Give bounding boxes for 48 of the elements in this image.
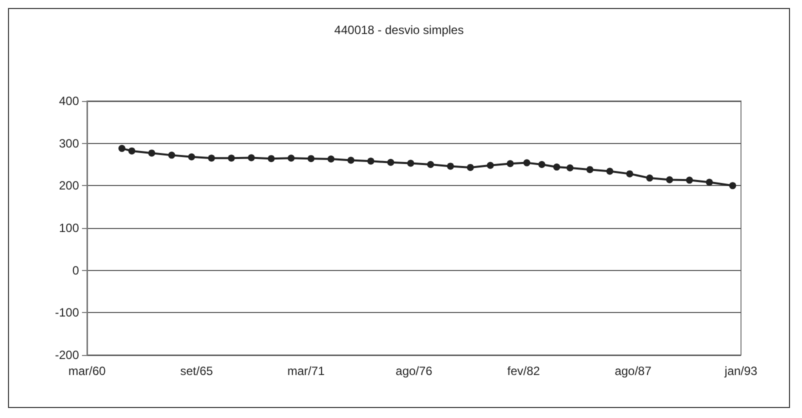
point [248,154,255,162]
point [686,176,693,184]
point [128,147,136,154]
point [347,156,354,164]
point [486,162,494,169]
point [328,156,335,162]
y-tick-label: 100 [58,221,80,235]
y-tick-label: 300 [58,136,80,150]
point [586,166,594,174]
point [446,162,454,170]
y-tick-label: -100 [54,306,80,320]
point [148,150,156,157]
point [566,164,574,172]
point [706,178,713,186]
point [523,159,530,166]
point [553,164,560,171]
chart-title: 440018 - desvio simples [334,23,464,37]
x-tick-label: ago/76 [396,364,433,378]
point [466,164,474,171]
point [118,144,126,152]
y-tick-label: 0 [72,263,80,278]
point [606,168,614,175]
point [666,176,674,184]
point [387,158,394,166]
point [308,155,315,162]
point [506,160,514,168]
x-tick-label: jan/93 [724,364,758,378]
y-tick-label: -200 [54,348,80,362]
x-tick-label: fev/82 [507,364,540,378]
y-tick-label: 200 [58,178,80,193]
point [367,158,374,165]
point [228,154,235,162]
point [208,154,215,162]
point [168,152,176,159]
point [288,154,295,162]
point [268,155,275,162]
y-tick-label: 400 [58,94,80,108]
point [538,161,546,168]
x-tick-label: ago/87 [614,364,652,378]
x-tick-label: mar/60 [68,364,106,378]
point [407,160,414,167]
x-tick-label: set/65 [180,364,214,378]
point [646,174,654,182]
point [729,182,736,190]
x-tick-label: mar/71 [287,364,326,378]
point [626,170,634,178]
point [427,161,434,168]
point [188,153,196,160]
